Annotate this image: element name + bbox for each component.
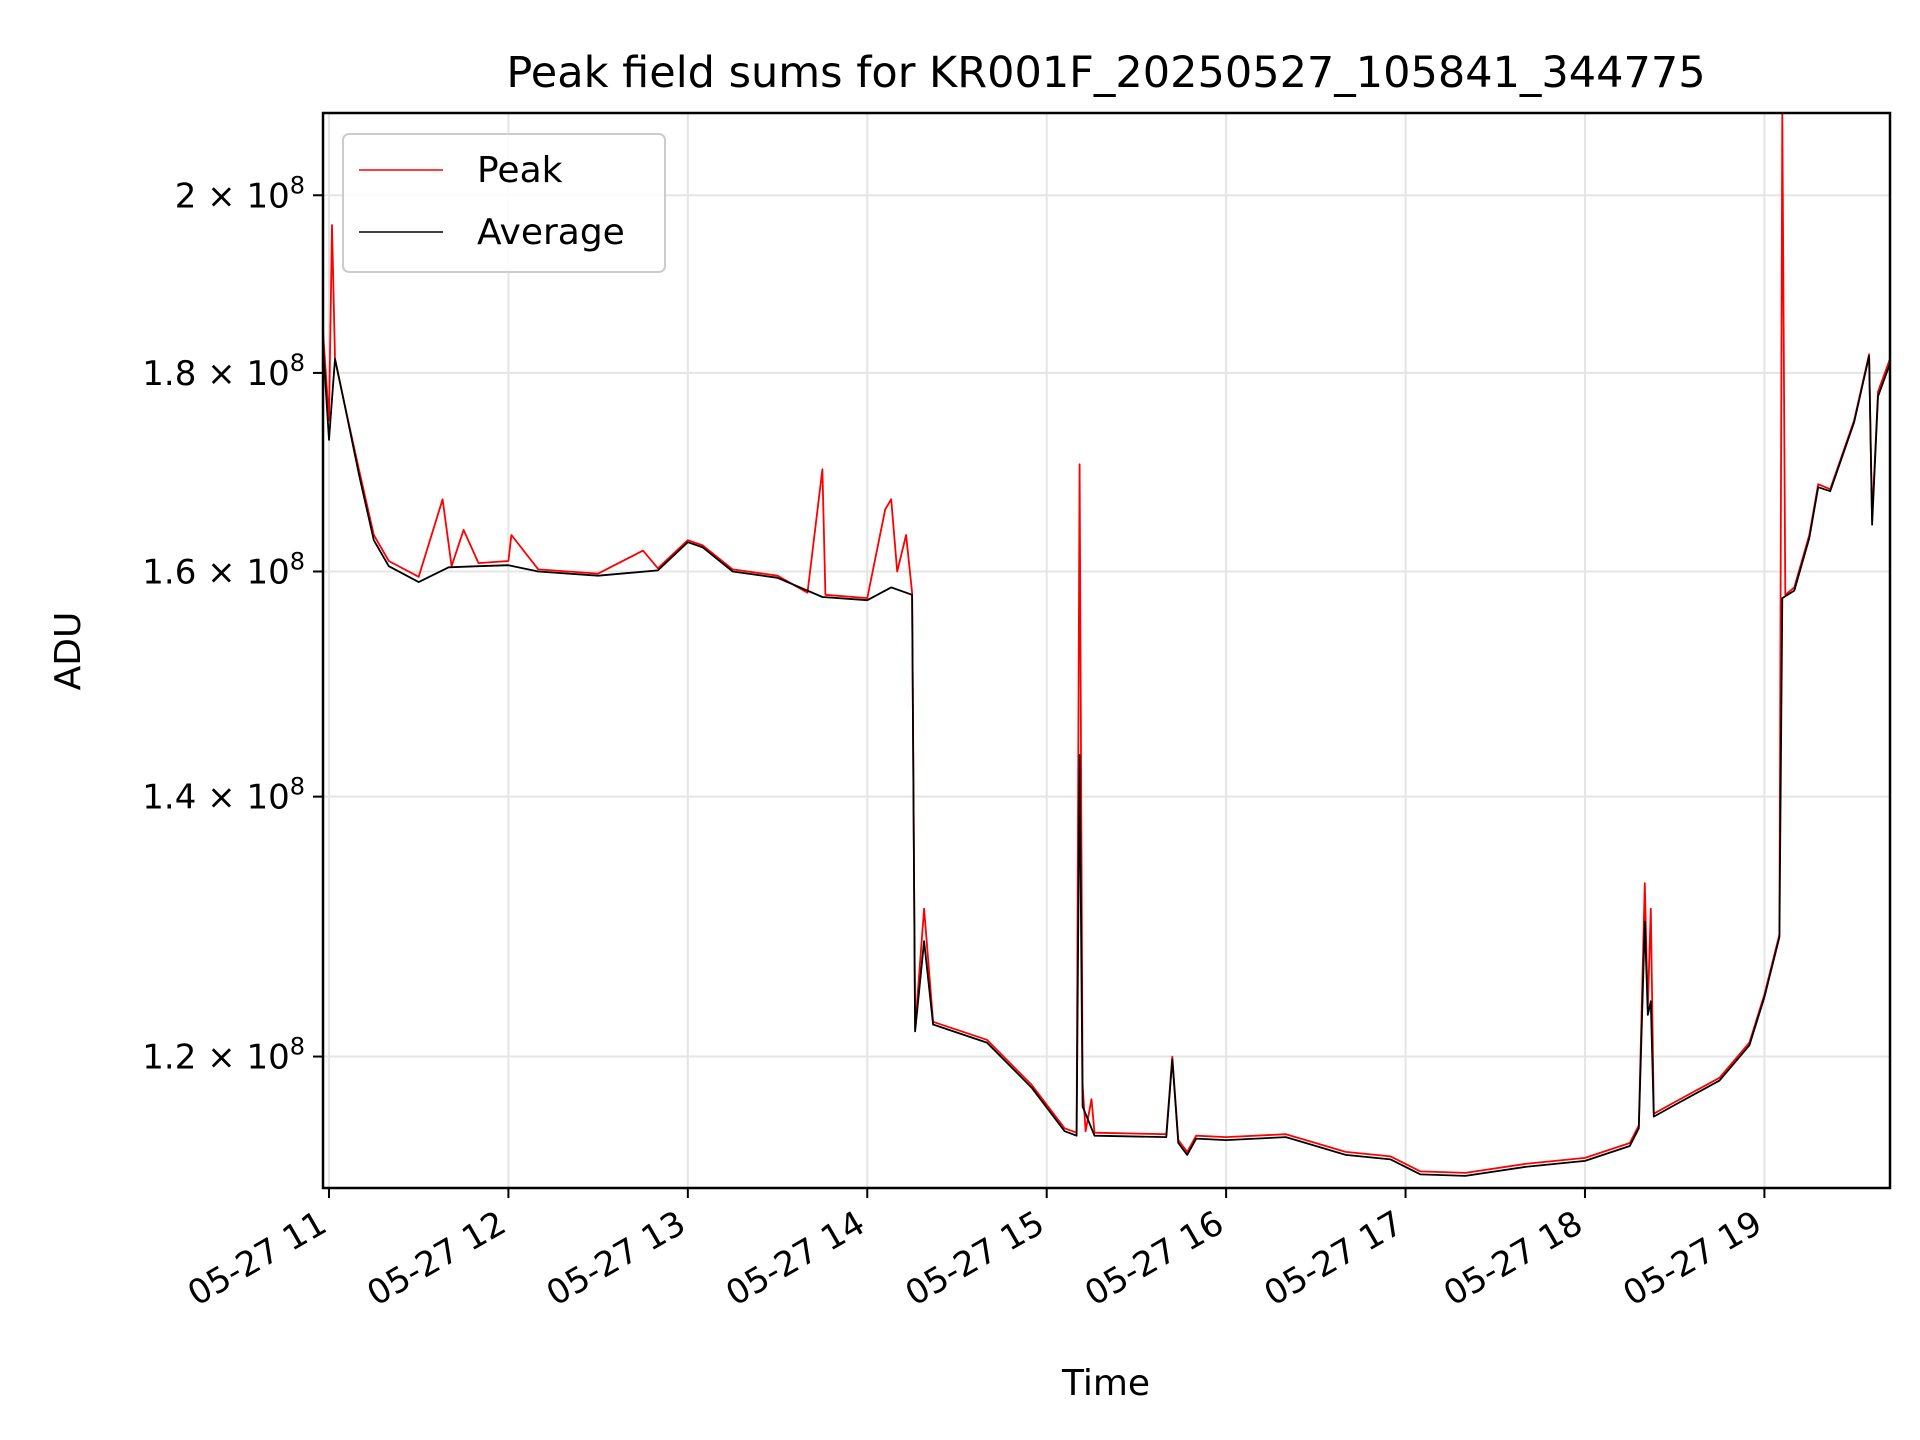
legend: Peak Average — [342, 133, 666, 273]
grid — [323, 113, 1890, 1188]
series-layer — [322, 112, 1891, 1177]
y-tick-label: 1.4 × 108 — [142, 773, 305, 818]
legend-label-average: Average — [477, 212, 625, 253]
plot-frame — [321, 111, 1892, 1190]
y-axis: 1.2 × 108 1.4 × 108 1.6 × 108 1.8 × 108 2 × … — [142, 171, 323, 1078]
y-tick-label: 1.8 × 108 — [142, 349, 305, 394]
legend-label-peak: Peak — [477, 150, 563, 191]
x-axis-title: Time — [1061, 1363, 1150, 1404]
series-line-average — [322, 344, 1891, 1177]
legend-box — [342, 133, 666, 273]
y-tick-label: 1.6 × 108 — [142, 547, 305, 592]
y-tick-label: 1.2 × 108 — [142, 1033, 305, 1078]
y-tick-label: 2 × 108 — [175, 171, 305, 216]
chart-title: Peak field sums for KR001F_20250527_1058… — [506, 48, 1705, 98]
y-axis-title: ADU — [48, 612, 89, 691]
